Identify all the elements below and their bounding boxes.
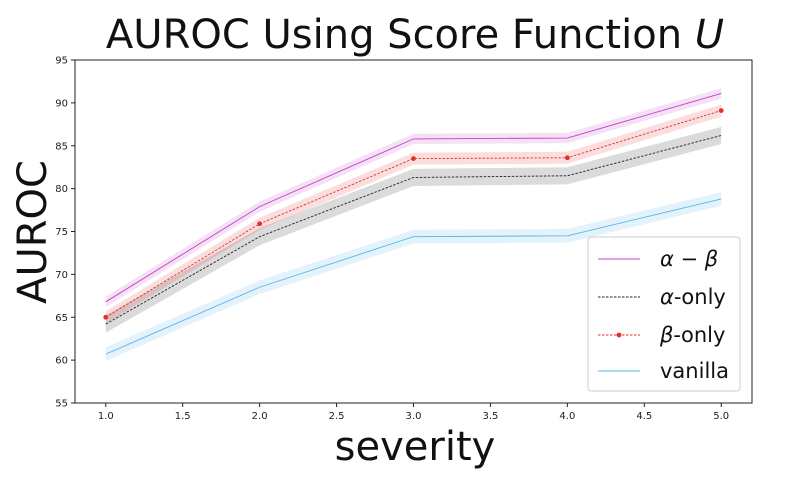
y-tick-label: 60 xyxy=(55,356,68,367)
legend: α − β α-only β-only vanilla xyxy=(587,236,741,392)
band-alpha-only xyxy=(105,126,722,333)
line-alpha-beta xyxy=(105,93,722,303)
line-beta-only xyxy=(105,110,722,318)
legend-label-vanilla: vanilla xyxy=(660,359,729,383)
x-tick-label: 1.0 xyxy=(98,411,114,422)
y-tick-label: 70 xyxy=(55,270,68,281)
x-tick-label: 2.5 xyxy=(329,411,345,422)
x-tick-label: 3.0 xyxy=(406,411,422,422)
band-alpha-beta xyxy=(105,88,722,307)
legend-label-alpha-only: α-only xyxy=(660,285,726,309)
y-tick-label: 65 xyxy=(55,313,68,324)
legend-entry-vanilla: vanilla xyxy=(598,359,729,383)
band-vanilla xyxy=(105,192,722,361)
point-beta-only-4 xyxy=(564,155,570,161)
x-axis-ticks: 1.0 1.5 2.0 2.5 3.0 3.5 4.0 4.5 5.0 xyxy=(98,403,729,422)
legend-label-alpha-beta: α − β xyxy=(660,247,718,271)
point-beta-only-5 xyxy=(718,108,724,113)
legend-box xyxy=(587,236,741,392)
legend-entry-alpha-beta: α − β xyxy=(598,247,718,271)
x-tick-label: 5.0 xyxy=(713,411,729,422)
y-tick-label: 85 xyxy=(55,141,68,152)
point-beta-only-2 xyxy=(257,221,263,227)
x-tick-label: 4.5 xyxy=(636,411,652,422)
legend-marker-beta-only xyxy=(616,332,622,338)
series-markers xyxy=(103,108,724,320)
y-tick-label: 95 xyxy=(55,56,68,67)
legend-entry-alpha-only: α-only xyxy=(598,285,726,309)
line-vanilla xyxy=(105,198,722,355)
y-tick-label: 80 xyxy=(55,184,68,195)
y-tick-label: 75 xyxy=(55,227,68,238)
series-lines xyxy=(105,93,722,355)
x-tick-label: 1.5 xyxy=(175,411,191,422)
y-axis-label: AUROC xyxy=(10,160,56,304)
y-tick-label: 90 xyxy=(55,98,68,109)
legend-entry-beta-only: β-only xyxy=(598,323,725,347)
y-axis-ticks: 55 60 65 70 75 80 85 90 95 xyxy=(55,56,75,410)
line-alpha-only xyxy=(105,135,722,325)
x-tick-label: 3.5 xyxy=(482,411,498,422)
y-tick-label: 55 xyxy=(55,399,68,410)
point-beta-only-3 xyxy=(411,156,416,162)
x-axis-label: severity xyxy=(335,424,496,470)
legend-label-beta-only: β-only xyxy=(659,323,725,347)
point-beta-only-1 xyxy=(103,314,109,320)
chart-title: AUROC Using Score Function U xyxy=(106,12,724,58)
x-tick-label: 2.0 xyxy=(252,411,268,422)
x-tick-label: 4.0 xyxy=(559,411,575,422)
